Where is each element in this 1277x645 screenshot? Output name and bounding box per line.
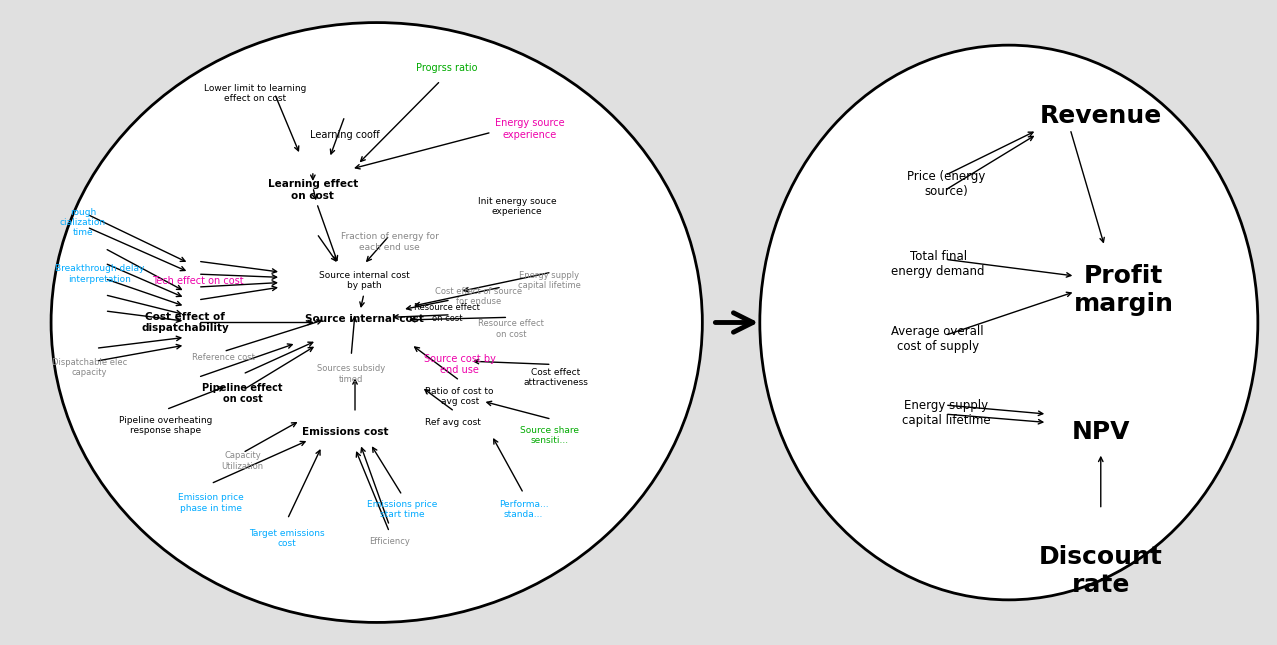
Text: Dispatchable elec
capacity: Dispatchable elec capacity (52, 358, 126, 377)
Text: Source internal cost: Source internal cost (304, 314, 424, 324)
Text: Average overall
cost of supply: Average overall cost of supply (891, 324, 985, 353)
Text: Performa...
standa...: Performa... standa... (499, 500, 548, 519)
Text: Learning effect
on cost: Learning effect on cost (268, 179, 358, 201)
Text: Source share
sensiti...: Source share sensiti... (520, 426, 578, 445)
Ellipse shape (760, 45, 1258, 600)
Text: Energy supply
capital lifetime: Energy supply capital lifetime (902, 399, 990, 427)
Text: rough
cialization
time: rough cialization time (60, 208, 106, 237)
Text: Energy supply
capital lifetime: Energy supply capital lifetime (517, 271, 581, 290)
Text: NPV: NPV (1071, 420, 1130, 444)
Text: Emission price
phase in time: Emission price phase in time (178, 493, 244, 513)
Text: Pipeline effect
on cost: Pipeline effect on cost (202, 382, 283, 404)
Text: Discount
rate: Discount rate (1038, 545, 1163, 597)
Text: Source internal cost
by path: Source internal cost by path (318, 271, 410, 290)
Text: Ratio of cost to
avg cost: Ratio of cost to avg cost (425, 387, 494, 406)
Text: Total final
energy demand: Total final energy demand (891, 250, 985, 279)
Text: Emissions cost: Emissions cost (301, 427, 388, 437)
Text: Energy source
experience: Energy source experience (495, 118, 564, 140)
Text: Reference cost: Reference cost (192, 353, 255, 362)
Text: Init energy souce
experience: Init energy souce experience (478, 197, 557, 216)
Text: Fraction of energy for
each end use: Fraction of energy for each end use (341, 232, 438, 252)
Text: Sources subsidy
timed: Sources subsidy timed (317, 364, 386, 384)
Text: Capacity
Utilization: Capacity Utilization (222, 451, 263, 471)
Text: Price (energy
source): Price (energy source) (907, 170, 985, 198)
Text: Resource effect
on cost: Resource effect on cost (478, 319, 544, 339)
Text: Source cost by
end use: Source cost by end use (424, 353, 495, 375)
Text: Pipeline overheating
response shape: Pipeline overheating response shape (119, 416, 213, 435)
Text: Cost effect of
dispatchability: Cost effect of dispatchability (142, 312, 229, 333)
Text: Tech effect on cost: Tech effect on cost (152, 275, 244, 286)
Ellipse shape (51, 23, 702, 622)
Text: Resource effect
on cost: Resource effect on cost (414, 303, 480, 322)
Text: Lower limit to learning
effect on cost: Lower limit to learning effect on cost (204, 84, 306, 103)
Text: Cost effect of source
for enduse: Cost effect of source for enduse (435, 287, 522, 306)
Text: Cost effect
attractiveness: Cost effect attractiveness (524, 368, 587, 387)
Text: Progrss ratio: Progrss ratio (416, 63, 478, 73)
Text: Profit
margin: Profit margin (1074, 264, 1174, 316)
Text: Emissions price
start time: Emissions price start time (366, 500, 438, 519)
Text: Target emissions
cost: Target emissions cost (249, 529, 326, 548)
Text: Breakthrough delay
interpretation: Breakthrough delay interpretation (55, 264, 144, 284)
Text: Efficiency: Efficiency (369, 537, 410, 546)
Text: Ref avg cost: Ref avg cost (425, 418, 481, 427)
Text: Revenue: Revenue (1039, 104, 1162, 128)
Text: Learning cooff: Learning cooff (310, 130, 379, 141)
